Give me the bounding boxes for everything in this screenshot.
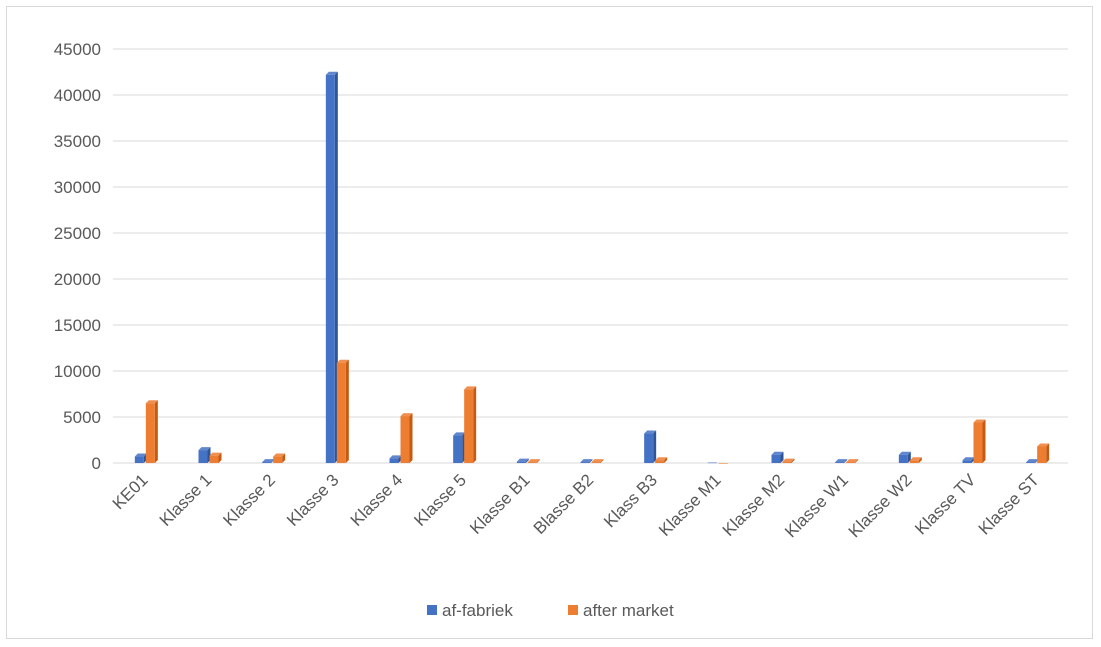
y-axis-ticks: 0 5000 10000 15000 20000 25000 30000 35000 40000… — [54, 40, 101, 473]
gridlines — [113, 48, 1068, 464]
bar-after-market — [400, 413, 413, 463]
bar-af-fabriek — [516, 458, 529, 463]
bar-after-market — [973, 419, 986, 463]
legend-item: after market — [568, 601, 674, 620]
y-tick-label: 10000 — [54, 362, 101, 381]
y-tick-label: 15000 — [54, 316, 101, 335]
legend-item: af-fabriek — [427, 601, 513, 620]
bar-af-fabriek — [707, 462, 717, 464]
x-tick-label: KE01 — [109, 470, 152, 513]
bar-after-market — [1037, 443, 1050, 463]
y-tick-label: 25000 — [54, 224, 101, 243]
bar-af-fabriek — [389, 455, 402, 463]
bar-after-market — [464, 386, 477, 463]
x-tick-label: Klasse M1 — [655, 470, 725, 540]
bar-after-market — [336, 359, 349, 463]
y-tick-label: 0 — [92, 454, 101, 473]
y-tick-label: 40000 — [54, 86, 101, 105]
legend-label: after market — [583, 601, 674, 620]
bar-af-fabriek — [771, 451, 784, 463]
bar-after-market — [527, 459, 540, 463]
bar-af-fabriek — [325, 71, 338, 463]
y-tick-label: 45000 — [54, 40, 101, 59]
bar-after-market — [273, 453, 286, 463]
y-tick-label: 30000 — [54, 178, 101, 197]
legend-swatch — [427, 605, 437, 615]
bar-af-fabriek — [453, 432, 466, 463]
bar-af-fabriek — [835, 459, 848, 463]
legend-label: af-fabriek — [442, 601, 513, 620]
bar-after-market — [655, 457, 668, 463]
bar-af-fabriek — [262, 459, 275, 463]
x-tick-label: Klasse 2 — [219, 470, 279, 530]
bar-after-market — [209, 452, 222, 463]
x-tick-label: Klasse TV — [911, 470, 979, 538]
y-tick-label: 5000 — [63, 408, 101, 427]
x-tick-label: Klasse ST — [975, 470, 1043, 538]
bar-after-market — [718, 463, 728, 464]
legend: af-fabriek after market — [427, 601, 674, 620]
y-tick-label: 20000 — [54, 270, 101, 289]
bar-af-fabriek — [198, 447, 211, 463]
x-tick-label: Klasse 4 — [347, 470, 407, 530]
x-axis-ticks: KE01 Klasse 1 Klasse 2 Klasse 3 Klasse 4 Klas… — [109, 470, 1043, 541]
x-tick-label: Klass B3 — [600, 470, 661, 531]
bar-af-fabriek — [962, 457, 975, 463]
bar-af-fabriek — [1026, 459, 1039, 463]
x-tick-label: Klasse 3 — [283, 470, 343, 530]
chart-frame — [6, 6, 1093, 639]
y-tick-label: 35000 — [54, 132, 101, 151]
bar-af-fabriek — [644, 430, 657, 463]
x-tick-label: Klasse M2 — [719, 470, 789, 540]
x-tick-label: Klasse 5 — [410, 470, 470, 530]
bar-after-market — [909, 457, 922, 463]
bar-af-fabriek — [898, 451, 911, 463]
bars — [134, 71, 1050, 464]
x-tick-label: Klasse W2 — [845, 470, 916, 541]
bar-after-market — [782, 458, 795, 463]
legend-swatch — [568, 605, 578, 615]
x-tick-label: Blasse B2 — [530, 470, 598, 538]
bar-af-fabriek — [134, 453, 147, 463]
bar-after-market — [145, 400, 158, 463]
x-tick-label: Klasse W1 — [781, 470, 852, 541]
bar-af-fabriek — [580, 459, 593, 463]
bar-after-market — [591, 459, 604, 463]
x-tick-label: Klasse B1 — [466, 470, 534, 538]
x-tick-label: Klasse 1 — [156, 470, 216, 530]
bar-after-market — [846, 459, 859, 463]
